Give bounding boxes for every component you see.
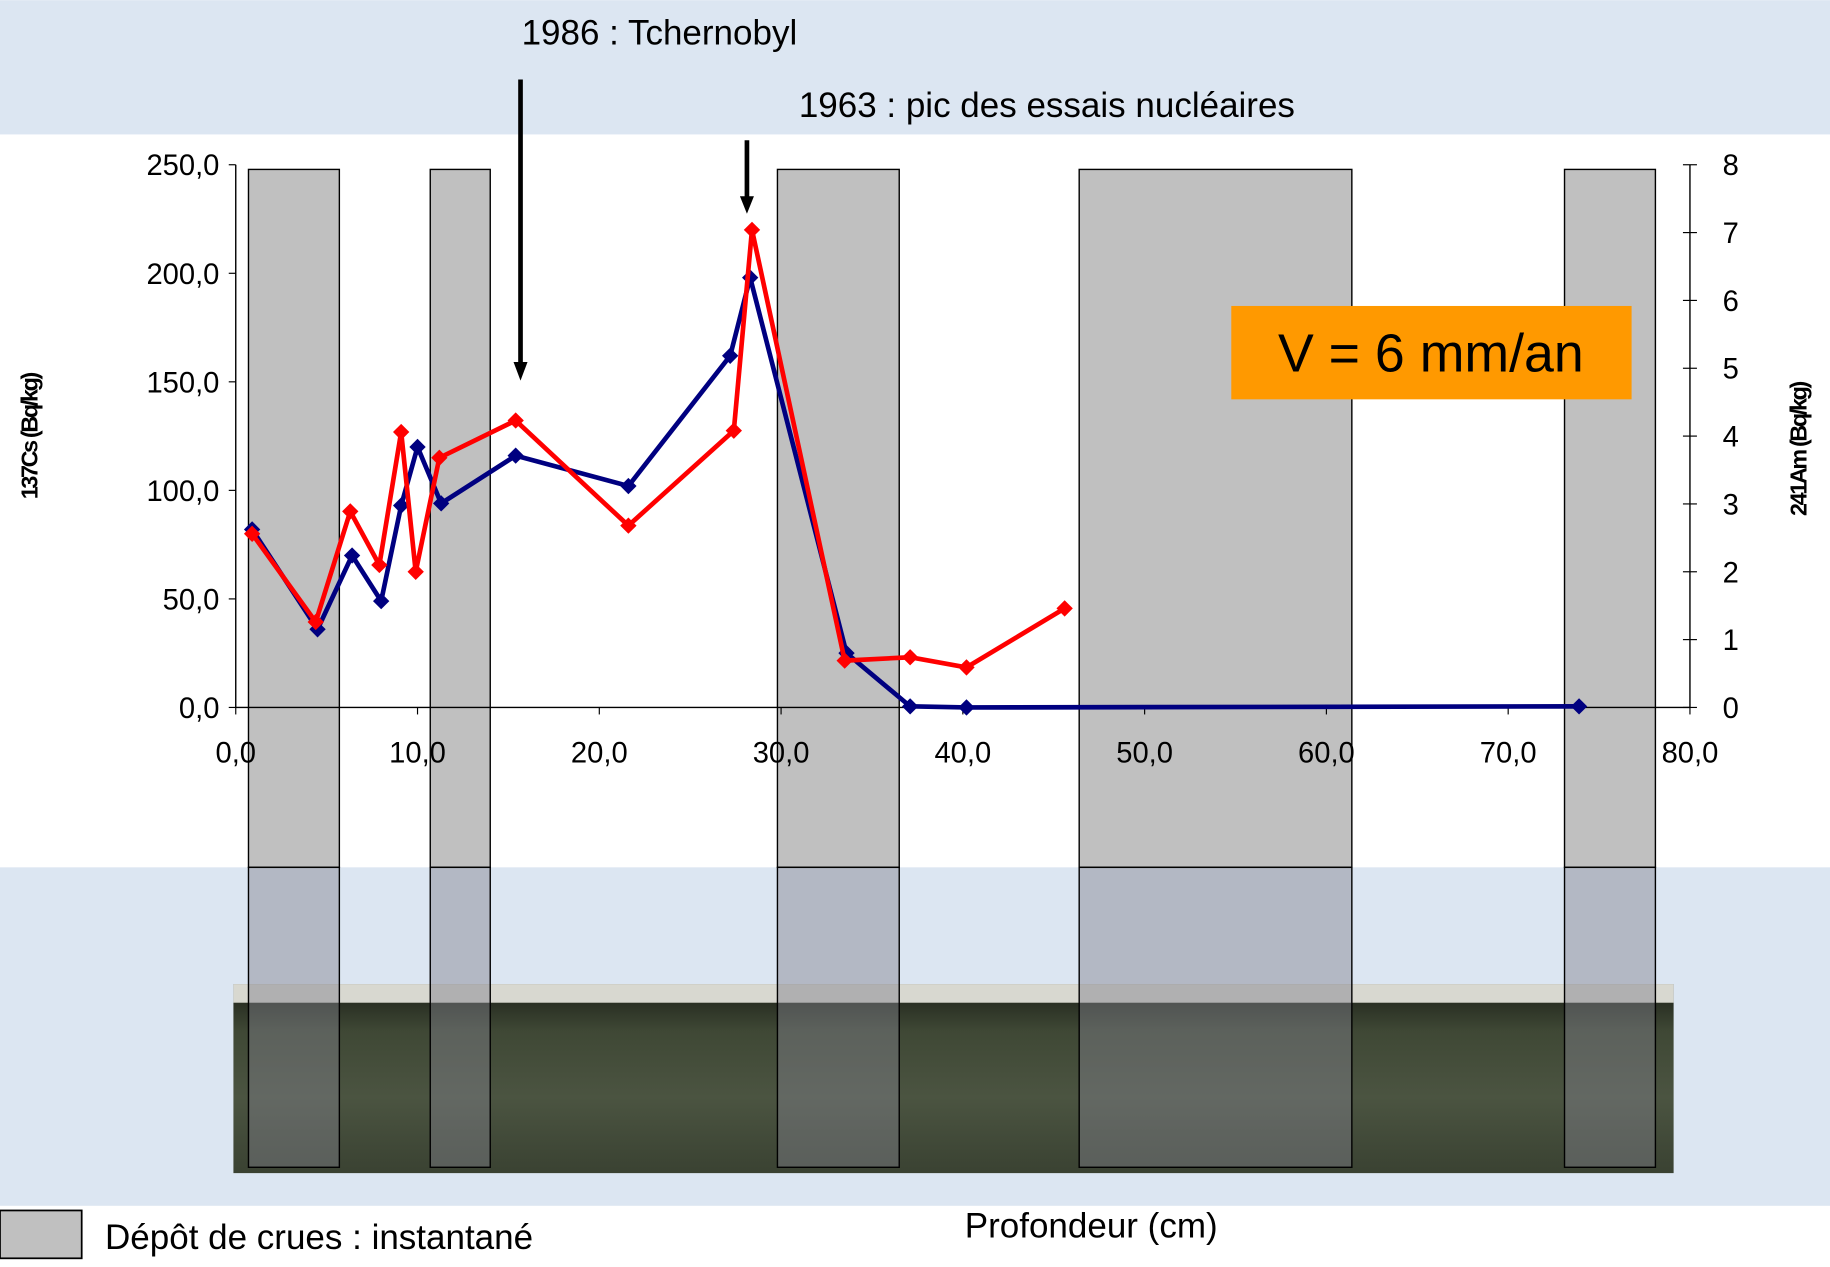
y2-axis-title: 241Am (Bq/kg) xyxy=(1786,381,1812,516)
y2-tick-label: 6 xyxy=(1723,286,1739,318)
x-tick-label: 60,0 xyxy=(1298,737,1355,769)
chart: 0,010,020,030,040,050,060,070,080,00,050… xyxy=(0,0,1830,1262)
marker xyxy=(393,424,409,440)
x-tick-label: 80,0 xyxy=(1662,737,1719,769)
y-tick-label: 100,0 xyxy=(146,476,219,508)
arrowhead xyxy=(740,196,754,214)
legend-swatch xyxy=(0,1210,82,1258)
flood-band-lower xyxy=(1079,867,1352,1167)
y-axis-title: 137Cs (Bq/kg) xyxy=(16,373,42,500)
page: 0,010,020,030,040,050,060,070,080,00,050… xyxy=(0,0,1830,1267)
x-tick-label: 70,0 xyxy=(1480,737,1537,769)
marker xyxy=(409,439,425,455)
legend-label: Dépôt de crues : instantané xyxy=(105,1218,533,1257)
x-axis-title: Profondeur (cm) xyxy=(965,1206,1218,1245)
y-tick-label: 250,0 xyxy=(146,150,219,182)
y2-tick-label: 0 xyxy=(1723,693,1739,725)
marker xyxy=(744,222,760,238)
x-tick-label: 40,0 xyxy=(934,737,991,769)
x-tick-label: 20,0 xyxy=(571,737,628,769)
x-tick-label: 30,0 xyxy=(753,737,810,769)
arrowhead xyxy=(514,362,528,381)
y-tick-label: 150,0 xyxy=(146,367,219,399)
flood-band-lower xyxy=(1565,867,1656,1167)
flood-band xyxy=(1565,169,1656,867)
flood-band-lower xyxy=(430,867,490,1167)
y-tick-label: 50,0 xyxy=(163,584,220,616)
annotation: 1963 : pic des essais nucléaires xyxy=(799,86,1295,125)
y2-tick-label: 4 xyxy=(1723,422,1739,454)
marker xyxy=(902,649,918,665)
y2-tick-label: 1 xyxy=(1723,625,1739,657)
annotation: 1986 : Tchernobyl xyxy=(522,14,798,53)
y-tick-label: 200,0 xyxy=(146,259,219,291)
y2-tick-label: 3 xyxy=(1723,489,1739,521)
annotation: V = 6 mm/an xyxy=(1278,323,1584,383)
y2-tick-label: 8 xyxy=(1723,150,1739,182)
y2-tick-label: 2 xyxy=(1723,557,1739,589)
x-tick-label: 10,0 xyxy=(389,737,446,769)
marker xyxy=(408,564,424,580)
flood-band xyxy=(248,169,339,867)
marker xyxy=(958,699,974,715)
y-tick-label: 0,0 xyxy=(179,693,220,725)
flood-band-lower xyxy=(777,867,899,1167)
y2-tick-label: 5 xyxy=(1723,354,1739,386)
x-tick-label: 0,0 xyxy=(215,737,256,769)
y2-tick-label: 7 xyxy=(1723,218,1739,250)
x-tick-label: 50,0 xyxy=(1116,737,1173,769)
flood-band-lower xyxy=(248,867,339,1167)
